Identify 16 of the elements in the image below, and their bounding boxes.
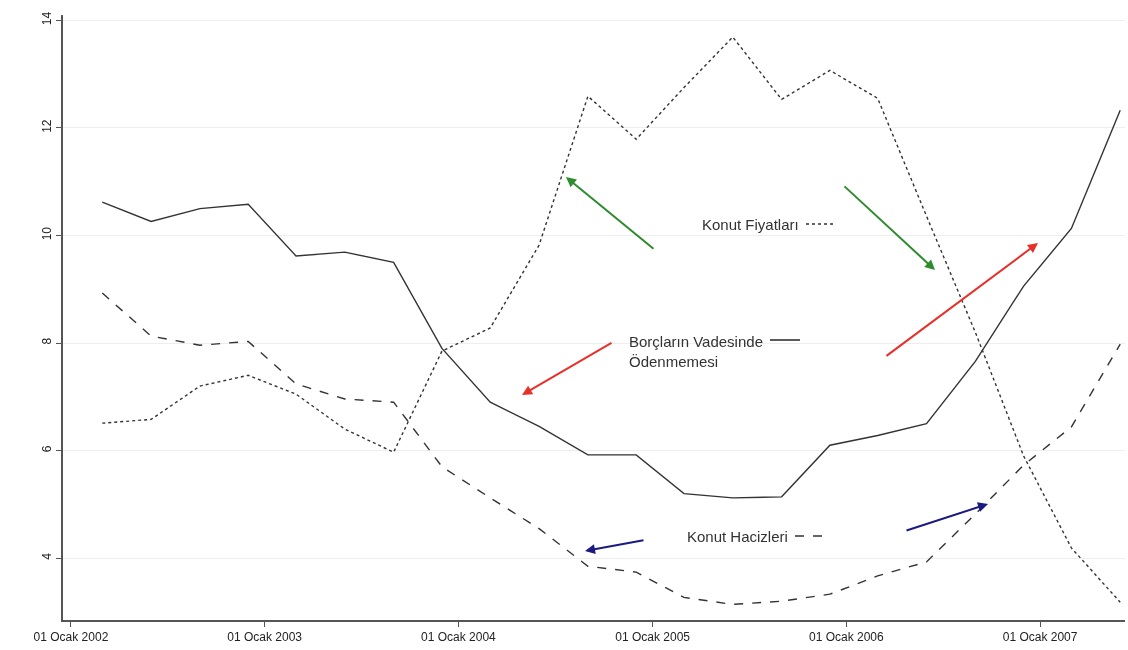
line-series [101,36,1121,603]
x-tick-label: 01 Ocak 2003 [227,630,303,645]
legend-label: Borçların Vadesinde Ödenmemesi [629,333,763,370]
y-tick-label: 10 [40,226,55,241]
x-tick-label: 01 Ocak 2006 [809,630,885,645]
y-tick-label: 12 [40,119,55,133]
y-tick-label: 8 [40,337,55,345]
legend-label: Konut Fiyatları [702,216,799,233]
x-tick-label: 01 Ocak 2004 [421,630,497,645]
y-tick-label: 4 [40,552,55,560]
y-tick-label: 6 [40,445,55,453]
x-tick-label: 01 Ocak 2005 [615,630,691,645]
y-tick-label: 14 [40,11,55,26]
x-tick-label: 01 Ocak 2007 [1002,630,1078,645]
legend-label: Konut Hacizleri [687,528,788,545]
x-tick-label: 01 Ocak 2002 [33,630,109,645]
